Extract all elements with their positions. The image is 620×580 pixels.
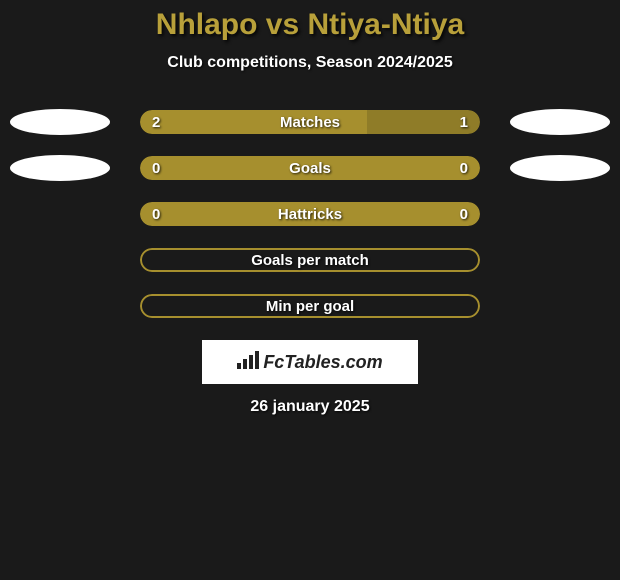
stat-row: 00Goals (0, 156, 620, 180)
stat-bar: 21Matches (140, 110, 480, 134)
stat-bar: Goals per match (140, 248, 480, 272)
logo-box: FcTables.com (202, 340, 418, 384)
stat-label: Min per goal (140, 298, 480, 315)
player-right-marker (510, 109, 610, 135)
stat-row: Min per goal (0, 294, 620, 318)
stat-row: 21Matches (0, 110, 620, 134)
stat-label: Matches (140, 114, 480, 131)
stat-row: 00Hattricks (0, 202, 620, 226)
stat-label: Goals (140, 160, 480, 177)
player-right-marker (510, 155, 610, 181)
logo-text: FcTables.com (263, 352, 382, 373)
date: 26 january 2025 (0, 398, 620, 416)
comparison-container: Nhlapo vs Ntiya-Ntiya Club competitions,… (0, 0, 620, 416)
stat-row: Goals per match (0, 248, 620, 272)
stat-bar: 00Goals (140, 156, 480, 180)
page-title: Nhlapo vs Ntiya-Ntiya (0, 8, 620, 42)
subtitle: Club competitions, Season 2024/2025 (0, 54, 620, 72)
bars-icon (237, 351, 259, 374)
player-left-marker (10, 155, 110, 181)
stat-label: Hattricks (140, 206, 480, 223)
stat-label: Goals per match (140, 252, 480, 269)
logo: FcTables.com (237, 351, 382, 374)
stat-bar: 00Hattricks (140, 202, 480, 226)
stat-bar: Min per goal (140, 294, 480, 318)
stat-rows: 21Matches 00Goals 00Hattricks Goals per mat… (0, 110, 620, 318)
player-left-marker (10, 109, 110, 135)
